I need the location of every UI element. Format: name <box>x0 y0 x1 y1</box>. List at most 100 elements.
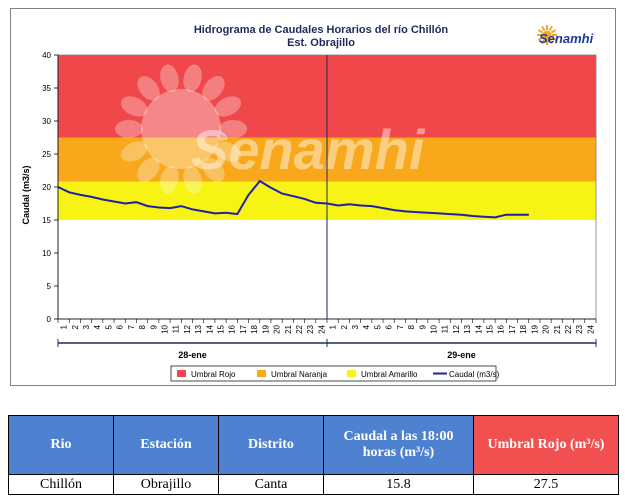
series-layer <box>57 179 529 219</box>
header-umbral-rojo: Umbral Rojo (m³/s) <box>473 415 619 475</box>
x-tick-label: 11 <box>441 324 450 333</box>
x-tick-label: 12 <box>452 324 461 333</box>
x-tick-label: 20 <box>273 324 282 333</box>
x-axis: 1 2 3 4 5 6 7 8 9 10 11 12 13 14 15 16 17 18 19 20 21 22 23 24 1… <box>57 55 597 360</box>
header-rio: Rio <box>8 415 114 475</box>
x-tick-label: 15 <box>217 324 226 333</box>
cell-caudal: 15.8 <box>323 474 474 495</box>
x-tick-label: 22 <box>295 324 304 333</box>
y-tick-label: 30 <box>42 117 51 126</box>
x-tick-label: 3 <box>351 324 360 329</box>
x-tick-label: 18 <box>250 324 259 333</box>
x-tick-label: 16 <box>228 324 237 333</box>
watermark-ray <box>202 76 225 101</box>
x-tick-label: 10 <box>160 324 169 333</box>
station-info-table: Rio Estación Distrito Caudal a las 18:00… <box>8 415 619 495</box>
x-tick-label: 19 <box>261 324 270 333</box>
x-tick-label: 11 <box>172 324 181 333</box>
sun-core <box>542 30 552 40</box>
date-label: 28-ene <box>178 350 207 360</box>
x-tick-label: 24 <box>317 324 326 333</box>
x-tick-label: 24 <box>586 324 595 333</box>
x-tick-label: 5 <box>373 324 382 329</box>
date-label: 29-ene <box>447 350 476 360</box>
x-tick-label: 17 <box>508 324 517 333</box>
x-tick-label: 9 <box>149 324 158 329</box>
watermark-ray <box>160 165 179 194</box>
x-tick-label: 14 <box>474 324 483 333</box>
x-tick-label: 2 <box>71 324 80 329</box>
watermark-sun-icon <box>141 89 221 169</box>
x-tick-label: 13 <box>463 324 472 333</box>
x-tick-label: 16 <box>497 324 506 333</box>
senamhi-watermark: Senamhi <box>115 64 426 194</box>
watermark-ray <box>115 120 143 138</box>
x-tick-label: 1 <box>329 324 338 329</box>
x-tick-label: 4 <box>93 324 102 329</box>
legend-entry: Umbral Rojo <box>191 370 236 379</box>
x-tick-label: 20 <box>542 324 551 333</box>
y-tick-label: 20 <box>42 183 51 192</box>
x-tick-label: 7 <box>396 324 405 329</box>
y-tick-label: 15 <box>42 216 51 225</box>
x-tick-label: 12 <box>183 324 192 333</box>
header-distrito: Distrito <box>218 415 324 475</box>
sun-ray <box>548 38 553 45</box>
y-tick-label: 5 <box>47 282 52 291</box>
sun-ray <box>537 29 544 34</box>
cell-rio: Chillón <box>8 474 114 495</box>
sun-ray <box>541 38 546 45</box>
x-tick-label: 6 <box>385 324 394 329</box>
x-tick-label: 10 <box>429 324 438 333</box>
x-tick-label: 19 <box>530 324 539 333</box>
chart-frame: Senamhi 0 5 10 15 20 25 30 35 40 1 2 3 4 5 6 7 8 9 10 11 12… <box>10 8 616 386</box>
legend: Umbral Rojo Umbral Naranja Umbral Amarillo… <box>170 365 500 382</box>
legend-swatch <box>257 370 266 377</box>
watermark-ray <box>219 120 247 138</box>
legend-swatch <box>347 370 356 377</box>
x-tick-label: 23 <box>575 324 584 333</box>
watermark-ray <box>120 96 148 117</box>
sun-ray <box>550 29 557 34</box>
x-tick-label: 4 <box>362 324 371 329</box>
series-line-caudal <box>57 179 529 219</box>
x-tick-label: 6 <box>116 324 125 329</box>
x-tick-label: 9 <box>418 324 427 329</box>
x-tick-label: 13 <box>194 324 203 333</box>
y-axis-label: Caudal (m3/s) <box>21 165 31 224</box>
cell-umbral-rojo: 27.5 <box>473 474 619 495</box>
y-tick-label: 25 <box>42 150 51 159</box>
watermark-ray <box>183 64 202 93</box>
watermark-ray <box>214 141 242 162</box>
x-tick-label: 21 <box>553 324 562 333</box>
senamhi-logo: Senamhi <box>537 25 594 46</box>
legend-box <box>170 365 497 382</box>
x-tick-label: 17 <box>239 324 248 333</box>
x-tick-label: 7 <box>127 324 136 329</box>
watermark-ray <box>137 76 160 101</box>
watermark-text: Senamhi <box>191 118 426 181</box>
brand-name: Senamhi <box>539 31 594 46</box>
watermark-ray <box>183 165 202 194</box>
watermark-ray <box>160 64 179 93</box>
x-tick-label: 1 <box>60 324 69 329</box>
sun-ray <box>541 25 546 32</box>
x-tick-label: 14 <box>205 324 214 333</box>
y-tick-label: 35 <box>42 84 51 93</box>
legend-entry: Umbral Naranja <box>271 370 328 379</box>
y-axis: 0 5 10 15 20 25 30 35 40 <box>42 51 59 324</box>
table-header-row: Rio Estación Distrito Caudal a las 18:00… <box>8 415 619 475</box>
watermark-ray <box>120 141 148 162</box>
sun-icon <box>537 25 557 45</box>
header-caudal: Caudal a las 18:00 horas (m³/s) <box>323 415 474 475</box>
legend-entry: Umbral Amarillo <box>361 370 418 379</box>
sun-ray <box>537 36 544 41</box>
header-estacion: Estación <box>113 415 219 475</box>
x-tick-label: 18 <box>519 324 528 333</box>
y-tick-label: 40 <box>42 51 51 60</box>
cell-distrito: Canta <box>218 474 324 495</box>
watermark-ray <box>202 157 225 182</box>
x-tick-label: 8 <box>407 324 416 329</box>
x-tick-label: 3 <box>82 324 91 329</box>
